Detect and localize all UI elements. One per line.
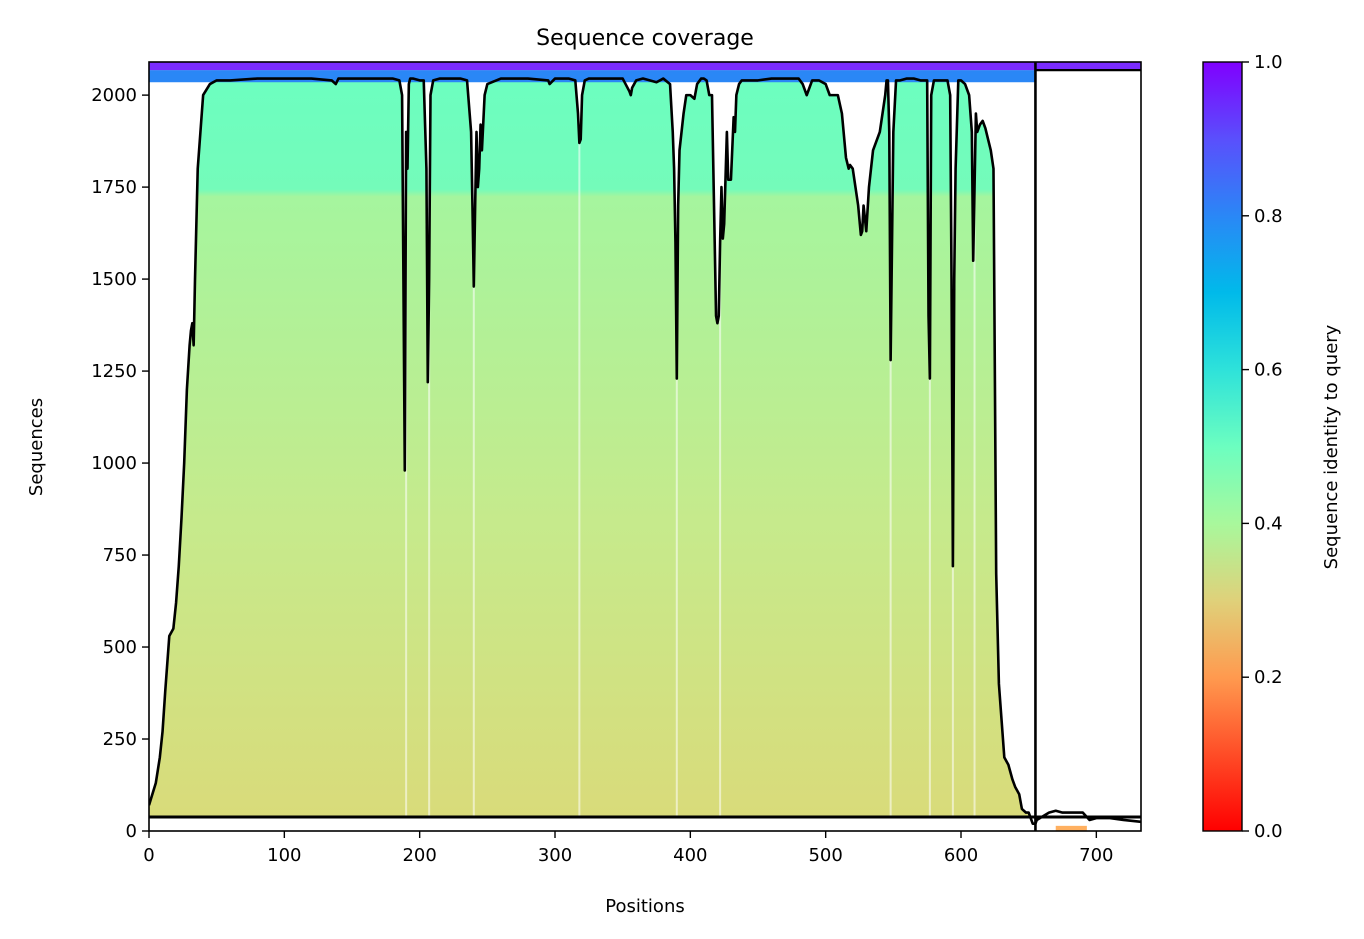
plot-area [149, 62, 1141, 831]
x-tick-label: 400 [673, 845, 707, 866]
y-tick-label: 1250 [91, 361, 137, 382]
colorbar: 0.0 0.2 0.4 0.6 0.8 1.0 Sequence identity to … [1202, 52, 1342, 842]
y-tick-label: 1750 [91, 177, 137, 198]
plot-frame [148, 61, 1142, 832]
y-tick-label: 250 [103, 729, 137, 750]
colorbar-tick-label: 0.8 [1254, 206, 1283, 227]
colorbar-ticks: 0.0 0.2 0.4 0.6 0.8 1.0 [1242, 52, 1283, 842]
x-tick-label: 300 [538, 845, 572, 866]
y-axis-label: Sequences [26, 398, 47, 496]
x-tick-label: 200 [402, 845, 436, 866]
y-tick-label: 2000 [91, 85, 137, 106]
y-axis-ticks: 0 250 500 750 1000 1250 1500 1750 2000 [91, 85, 149, 842]
msa-coverage-fill [149, 78, 1036, 818]
colorbar-tick-label: 0.4 [1254, 513, 1283, 534]
colorbar-tick-label: 0.2 [1254, 667, 1283, 688]
tail-segment-band [1055, 825, 1087, 831]
colorbar-tick-label: 0.6 [1254, 360, 1283, 381]
y-tick-label: 750 [103, 545, 137, 566]
colorbar-gradient [1202, 61, 1243, 832]
y-tick-label: 1500 [91, 269, 137, 290]
top-identity-band [149, 62, 1141, 71]
x-axis-ticks: 0 100 200 300 400 500 600 700 [143, 831, 1114, 866]
x-tick-label: 600 [944, 845, 978, 866]
colorbar-tick-label: 0.0 [1254, 821, 1283, 842]
coverage-line [149, 77, 1141, 825]
y-tick-label: 0 [126, 821, 137, 842]
y-tick-label: 500 [103, 637, 137, 658]
x-axis-label: Positions [605, 896, 684, 917]
colorbar-tick-label: 1.0 [1254, 52, 1283, 73]
x-tick-label: 100 [267, 845, 301, 866]
chart-title: Sequence coverage [536, 26, 754, 51]
x-tick-label: 0 [143, 845, 154, 866]
x-tick-label: 700 [1079, 845, 1113, 866]
colorbar-label: Sequence identity to query [1321, 324, 1342, 569]
x-tick-label: 500 [808, 845, 842, 866]
y-tick-label: 1000 [91, 453, 137, 474]
